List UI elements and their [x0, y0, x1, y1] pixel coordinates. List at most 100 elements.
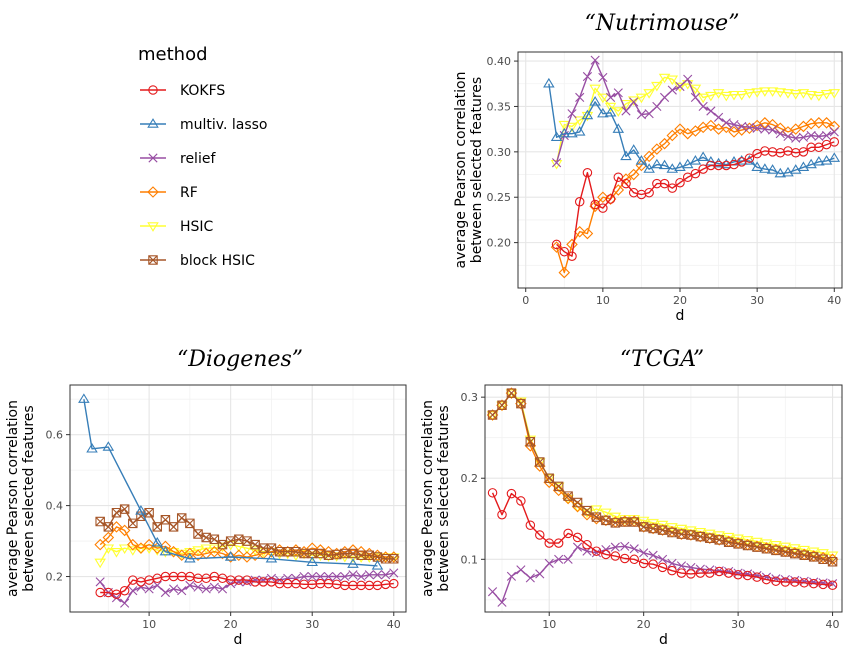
data-point	[829, 127, 839, 137]
series-line	[555, 76, 835, 164]
data-point	[558, 120, 571, 131]
data-point	[567, 251, 577, 261]
data-point	[760, 124, 770, 134]
data-point	[799, 576, 809, 586]
data-point	[789, 90, 802, 100]
data-point	[798, 545, 810, 556]
data-point	[566, 127, 578, 138]
data-point	[225, 536, 236, 546]
data-point	[525, 437, 536, 447]
panel-diogenes: “Diogenes” 10 20 30 40 0.2 0.4 0.6 d average Pear…	[5, 347, 407, 648]
data-point	[389, 554, 399, 564]
data-point	[736, 157, 747, 167]
data-point	[790, 548, 800, 559]
data-point	[552, 484, 565, 497]
data-point	[200, 544, 212, 555]
data-point	[597, 191, 609, 204]
data-point	[348, 570, 358, 580]
data-point	[780, 577, 791, 587]
series-group	[78, 393, 400, 608]
data-point	[721, 118, 731, 128]
data-point	[487, 410, 498, 420]
data-point	[120, 598, 130, 608]
series-lasso	[78, 393, 384, 570]
data-point	[789, 164, 802, 174]
legend-item-hsic: HSIC	[140, 219, 214, 235]
x-tick-label: 30	[731, 618, 745, 631]
data-point	[347, 558, 359, 568]
data-point	[751, 537, 763, 548]
panel-nutrimouse: “Nutrimouse” 0 10 20 30 40 0.20 0.25 0.30 0.35 0.4…	[453, 11, 843, 324]
data-point	[201, 584, 211, 594]
data-point	[698, 101, 708, 112]
data-point	[610, 551, 621, 561]
data-point	[759, 87, 771, 97]
legend-marker	[148, 85, 158, 95]
data-point	[652, 101, 662, 112]
data-point	[322, 545, 335, 558]
data-point	[582, 505, 592, 516]
data-point	[689, 84, 702, 95]
data-point	[742, 570, 753, 581]
data-point	[743, 155, 756, 165]
data-point	[590, 55, 600, 65]
data-point	[790, 148, 801, 158]
data-point	[714, 566, 724, 577]
data-point	[720, 158, 733, 169]
data-point	[94, 538, 106, 551]
data-point	[620, 541, 630, 551]
legend: method KOKFS multiv. lasso relief RF HSIC blo…	[138, 44, 268, 269]
data-point	[818, 579, 828, 590]
data-point	[497, 597, 507, 607]
data-point	[658, 137, 671, 150]
data-point	[266, 573, 277, 583]
data-point	[774, 88, 787, 98]
data-point	[713, 160, 724, 171]
data-point	[706, 160, 716, 171]
data-point	[258, 575, 268, 585]
data-point	[590, 199, 600, 210]
data-point	[821, 130, 832, 141]
data-point	[733, 569, 743, 580]
data-point	[554, 554, 564, 564]
data-point	[674, 161, 686, 171]
y-tick-label: 0.2	[46, 571, 64, 584]
data-point	[136, 582, 146, 592]
data-point	[128, 586, 138, 596]
data-point	[102, 531, 115, 544]
data-point	[760, 539, 773, 549]
data-point	[808, 552, 819, 562]
data-point	[704, 532, 716, 545]
data-point	[779, 542, 792, 553]
data-point	[752, 572, 762, 582]
data-point	[770, 541, 782, 551]
data-point	[591, 546, 602, 556]
data-point	[751, 88, 763, 98]
x-tick-label: 10	[542, 618, 556, 631]
data-point	[605, 194, 616, 204]
data-point	[713, 534, 725, 546]
panel-title: “Nutrimouse”	[585, 11, 740, 36]
data-point	[629, 554, 639, 565]
data-point	[110, 548, 123, 558]
data-point	[805, 90, 817, 101]
data-point	[723, 537, 734, 548]
data-point	[629, 97, 639, 107]
data-point	[152, 580, 162, 590]
data-point	[627, 144, 640, 154]
y-axis-label-line-2: between selected features	[436, 405, 452, 591]
data-point	[643, 163, 655, 173]
data-point	[827, 579, 838, 589]
data-point	[766, 164, 779, 174]
y-tick-label: 0.40	[487, 55, 512, 68]
data-point	[643, 150, 655, 163]
data-point	[771, 545, 781, 556]
data-point	[636, 110, 647, 120]
data-point	[559, 246, 570, 257]
data-point	[667, 527, 677, 538]
y-tick-label: 0.20	[487, 237, 512, 250]
data-point	[291, 573, 301, 583]
legend-marker	[147, 222, 159, 232]
data-point	[524, 440, 537, 452]
